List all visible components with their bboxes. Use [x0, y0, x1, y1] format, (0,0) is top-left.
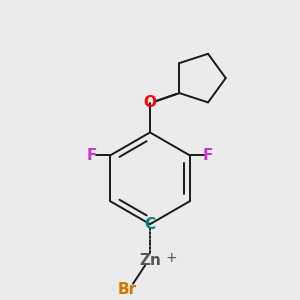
Text: +: +: [166, 250, 177, 265]
Text: Zn: Zn: [139, 253, 161, 268]
Text: F: F: [87, 148, 98, 163]
Text: F: F: [202, 148, 213, 163]
Text: Br: Br: [118, 282, 136, 297]
Text: C: C: [144, 217, 156, 232]
Text: O: O: [143, 95, 157, 110]
